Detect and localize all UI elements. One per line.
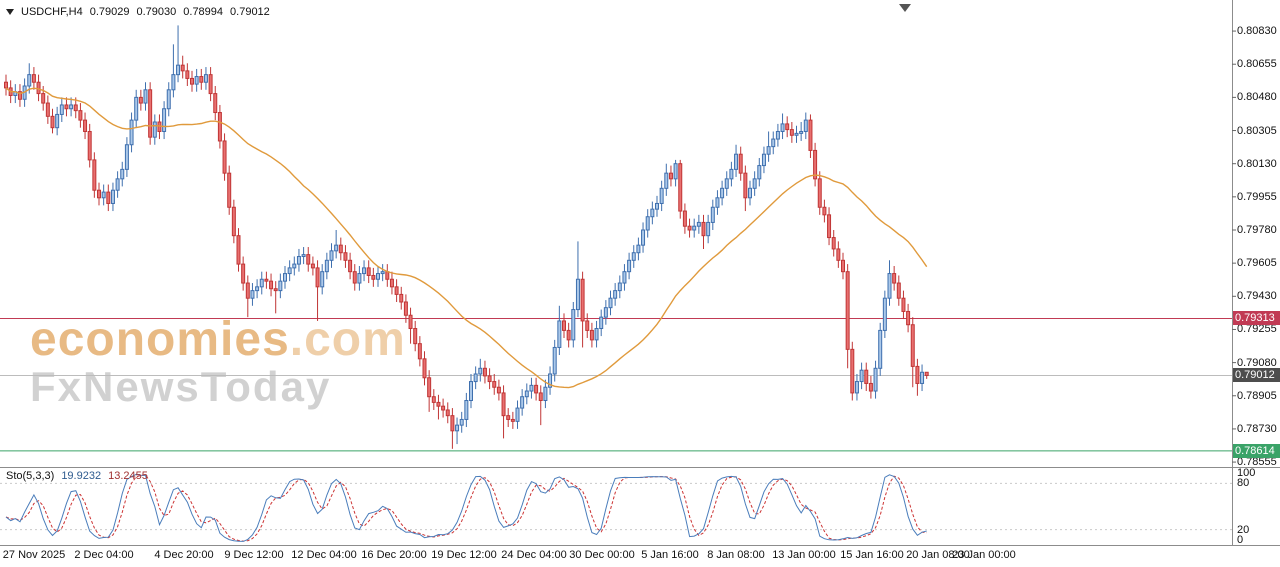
watermark-brand-suffix: .com [289,313,406,366]
quote-info: USDCHF,H4 0.79029 0.79030 0.78994 0.7901… [6,6,270,18]
quote-high-value: 0.79030 [136,6,177,18]
quote-low-value: 0.78994 [183,6,224,18]
watermark-brand-line: economies.com [30,316,406,364]
quote-open-value: 0.79029 [89,6,130,18]
candles-layer [4,25,929,449]
moving-average-line [5,87,928,389]
symbol-timeframe-label: USDCHF,H4 [21,6,83,18]
chevron-down-icon [6,9,14,15]
chart-shift-marker-icon[interactable] [899,4,911,12]
quote-close-value: 0.79012 [230,6,270,18]
stochastic-name: Sto(5,3,3) [6,470,55,482]
watermark-tagline: FxNewsToday [30,363,332,410]
stoch-signal-line [5,474,927,542]
watermark-brand: economies [30,313,290,366]
stochastic-indicator-label: Sto(5,3,3) 19.9232 13.2455 [6,470,148,482]
stoch-main-line [5,473,927,542]
watermark: economies.com FxNewsToday [30,316,406,408]
stochastic-k-value: 19.9232 [61,470,102,482]
stochastic-d-value: 13.2455 [108,470,148,482]
